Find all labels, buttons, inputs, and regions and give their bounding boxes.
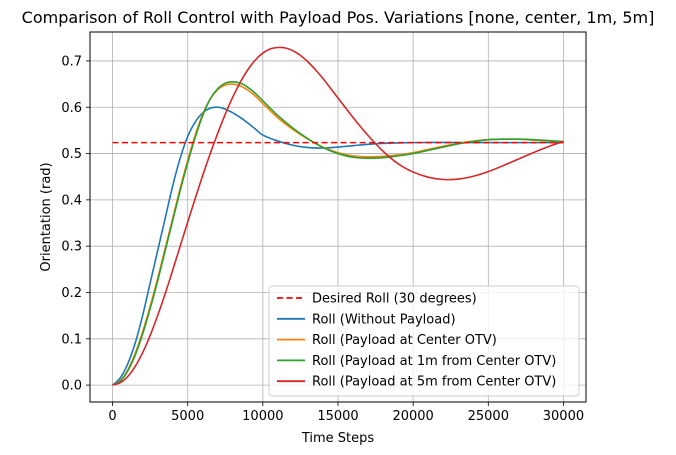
series-line-4 [112,46,564,386]
legend-label: Roll (Payload at 1m from Center OTV) [312,354,556,369]
y-tick-label: 0.1 [61,332,82,347]
x-tick-label: 10000 [242,409,283,424]
y-tick-label: 0.2 [61,286,82,301]
y-tick-label: 0.3 [61,240,82,255]
y-tick-label: 0.7 [61,54,82,69]
y-tick-label: 0.6 [61,101,82,116]
x-tick-label: 0 [108,409,116,424]
y-ticks: 0.0 0.1 0.2 0.3 0.4 0.5 0.6 0.7 [61,54,90,394]
y-tick-label: 0.5 [61,147,82,162]
x-tick-label: 15000 [317,409,358,424]
legend-label: Roll (Payload at 5m from Center OTV) [312,375,556,390]
x-tick-label: 25000 [468,409,509,424]
series-lines [112,46,564,386]
legend: Desired Roll (30 degrees) Roll (Without P… [268,285,580,397]
legend-box [268,285,580,397]
y-axis-label: Orientation (rad) [39,162,54,271]
x-tick-label: 20000 [392,409,433,424]
series-line-3 [112,80,564,386]
legend-label: Roll (Payload at Center OTV) [312,333,497,348]
y-tick-label: 0.4 [61,193,82,208]
legend-label: Desired Roll (30 degrees) [312,292,477,307]
x-axis-label: Time Steps [301,431,375,446]
x-tick-label: 5000 [171,409,204,424]
x-tick-label: 30000 [543,409,584,424]
chart-title: Comparison of Roll Control with Payload … [22,8,655,27]
y-tick-label: 0.0 [61,379,82,394]
legend-label: Roll (Without Payload) [312,312,456,327]
x-ticks: 0 5000 10000 15000 20000 25000 30000 [108,402,584,424]
